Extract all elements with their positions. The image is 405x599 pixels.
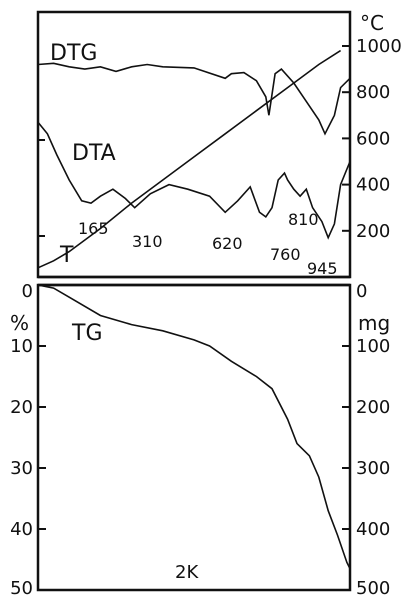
peak-label-945: 945 — [307, 259, 338, 278]
upper-right-tick-label: 0 — [356, 281, 367, 302]
series-line-dtg — [37, 62, 351, 136]
peak-label-165: 165 — [78, 219, 109, 238]
lower-right-tick-label: 200 — [356, 397, 390, 418]
lower-axes: 0 10 20 30 40 50 100 200 300 400 500 — [10, 281, 390, 599]
series-line-tg — [37, 284, 351, 570]
peak-label-810: 810 — [288, 210, 319, 229]
lower-right-tick-label: 100 — [356, 336, 390, 357]
upper-right-tick-label: 200 — [356, 221, 390, 242]
curve-label-dta: DTA — [72, 141, 116, 166]
upper-right-axis: 1000 800 600 400 200 0 — [38, 36, 402, 302]
lower-right-tick-label: 500 — [356, 578, 390, 599]
peak-label-760: 760 — [270, 245, 301, 264]
lower-right-axis-unit: mg — [358, 311, 390, 335]
upper-right-tick-label: 400 — [356, 175, 390, 196]
curve-label-tg: TG — [71, 321, 103, 346]
peak-label-620: 620 — [212, 234, 243, 253]
peak-label-310: 310 — [132, 232, 163, 251]
series-line-dta — [37, 121, 351, 240]
lower-right-tick-label: 300 — [356, 458, 390, 479]
lower-left-tick-label: 0 — [22, 281, 33, 302]
curve-label-t: T — [59, 243, 74, 268]
upper-right-tick-label: 600 — [356, 128, 390, 149]
lower-right-tick-label: 400 — [356, 519, 390, 540]
lower-left-tick-label: 10 — [10, 336, 33, 357]
lower-left-tick-label: 20 — [10, 397, 33, 418]
x-axis-label: 2K — [175, 562, 199, 583]
upper-right-tick-label: 800 — [356, 82, 390, 103]
lower-panel-frame — [36, 283, 352, 592]
lower-left-axis-unit: % — [10, 311, 29, 335]
lower-left-tick-label: 40 — [10, 519, 33, 540]
series-line-t — [37, 49, 342, 269]
upper-right-axis-unit: °C — [360, 11, 384, 35]
curve-label-dtg: DTG — [50, 41, 97, 66]
lower-left-tick-label: 50 — [10, 578, 33, 599]
upper-right-tick-label: 1000 — [356, 36, 402, 57]
lower-left-tick-label: 30 — [10, 458, 33, 479]
